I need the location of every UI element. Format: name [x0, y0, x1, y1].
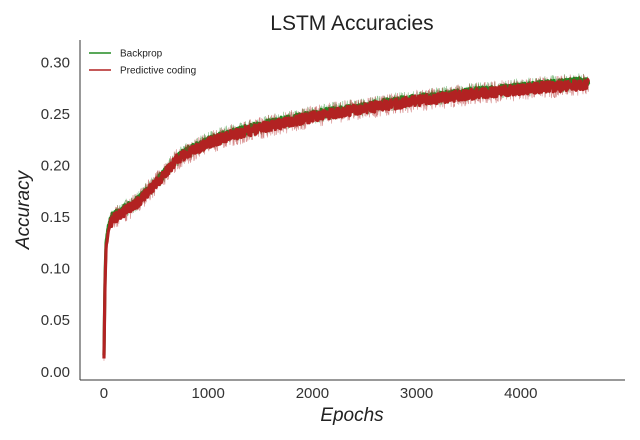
y-tick-label: 0.20: [41, 158, 70, 175]
y-tick-labels: 0.00 0.05 0.10 0.15 0.20 0.25 0.30: [41, 55, 70, 381]
legend: Backprop Predictive coding: [89, 49, 196, 77]
x-tick-label: 0: [100, 385, 108, 402]
x-tick-label: 1000: [191, 385, 224, 402]
series-line-predictive-coding: [102, 78, 591, 359]
y-tick-label: 0.25: [41, 106, 70, 123]
x-axis-label: Epochs: [320, 405, 384, 426]
x-tick-labels: 0 1000 2000 3000 4000: [100, 385, 538, 402]
legend-label: Predictive coding: [120, 66, 196, 77]
y-tick-label: 0.30: [41, 55, 70, 72]
y-axis-label: Accuracy: [13, 169, 34, 250]
y-tick-label: 0.10: [41, 261, 70, 278]
y-tick-label: 0.05: [41, 312, 70, 329]
chart-title: LSTM Accuracies: [270, 12, 433, 35]
x-tick-label: 4000: [504, 385, 537, 402]
series-layer: [102, 73, 591, 361]
x-tick-label: 3000: [400, 385, 433, 402]
y-tick-label: 0.00: [41, 364, 70, 381]
y-tick-label: 0.15: [41, 209, 70, 226]
legend-label: Backprop: [120, 49, 163, 60]
x-tick-label: 2000: [296, 385, 329, 402]
